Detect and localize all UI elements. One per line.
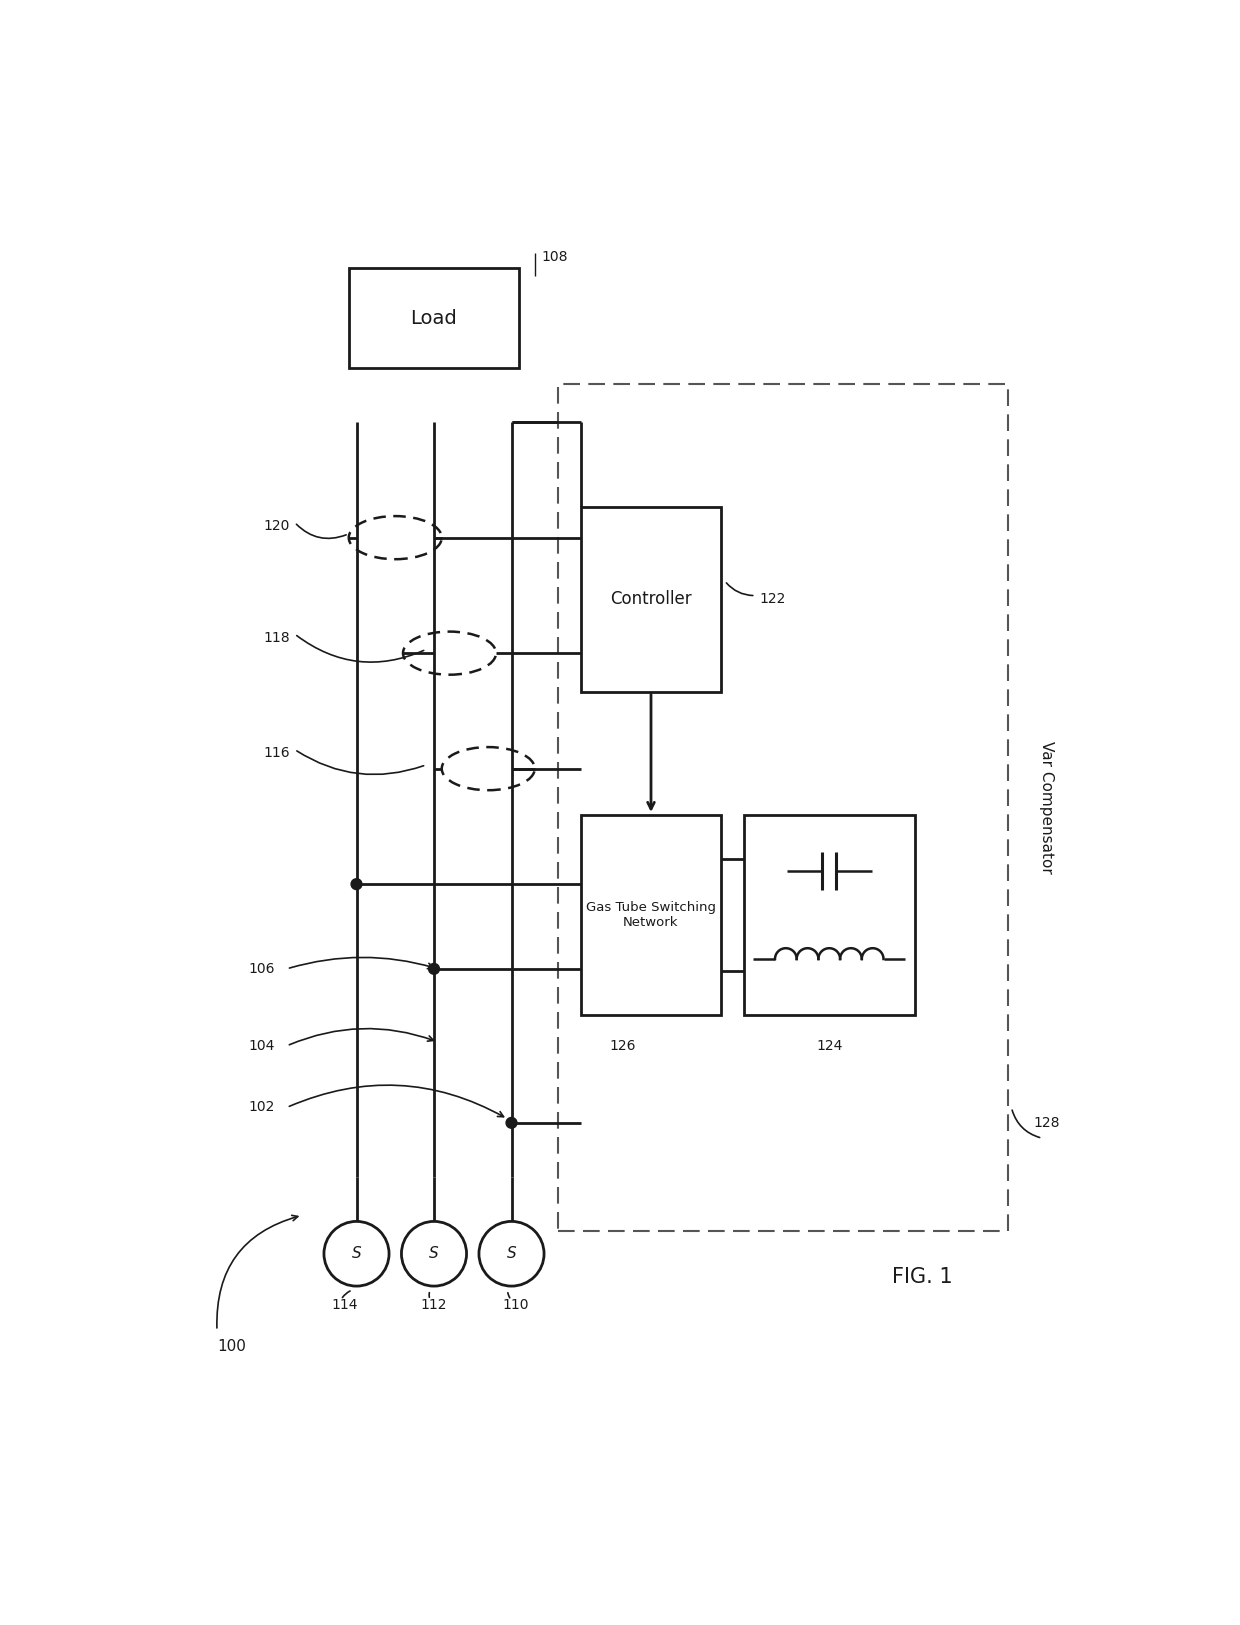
Text: S: S bbox=[352, 1246, 361, 1261]
Text: Gas Tube Switching
Network: Gas Tube Switching Network bbox=[587, 900, 715, 930]
Text: Controller: Controller bbox=[610, 590, 692, 608]
Circle shape bbox=[324, 1222, 389, 1285]
Text: S: S bbox=[429, 1246, 439, 1261]
Text: 112: 112 bbox=[420, 1298, 448, 1313]
Text: Load: Load bbox=[410, 309, 458, 328]
Bar bbox=[744, 814, 915, 1016]
Text: S: S bbox=[507, 1246, 516, 1261]
Text: 126: 126 bbox=[610, 1038, 636, 1053]
Text: 110: 110 bbox=[502, 1298, 528, 1313]
Text: 128: 128 bbox=[1033, 1116, 1059, 1129]
Text: 116: 116 bbox=[263, 746, 290, 760]
Text: 100: 100 bbox=[217, 1339, 246, 1354]
Text: FIG. 1: FIG. 1 bbox=[892, 1268, 952, 1287]
Circle shape bbox=[506, 1118, 517, 1128]
Text: 102: 102 bbox=[248, 1100, 274, 1115]
Circle shape bbox=[402, 1222, 466, 1285]
Text: Var Compensator: Var Compensator bbox=[1039, 741, 1054, 874]
Text: 120: 120 bbox=[263, 518, 290, 533]
Text: 104: 104 bbox=[248, 1038, 274, 1053]
Bar bbox=[582, 507, 720, 692]
Text: 122: 122 bbox=[759, 592, 786, 606]
Text: 108: 108 bbox=[541, 250, 568, 263]
Circle shape bbox=[429, 964, 439, 975]
Bar bbox=[582, 814, 720, 1016]
Bar bbox=[558, 384, 1007, 1230]
Circle shape bbox=[351, 879, 362, 889]
Text: 114: 114 bbox=[331, 1298, 358, 1313]
Circle shape bbox=[479, 1222, 544, 1285]
Text: 124: 124 bbox=[816, 1038, 842, 1053]
Text: 106: 106 bbox=[248, 962, 274, 977]
Text: 118: 118 bbox=[263, 630, 290, 645]
Bar bbox=[348, 268, 520, 369]
